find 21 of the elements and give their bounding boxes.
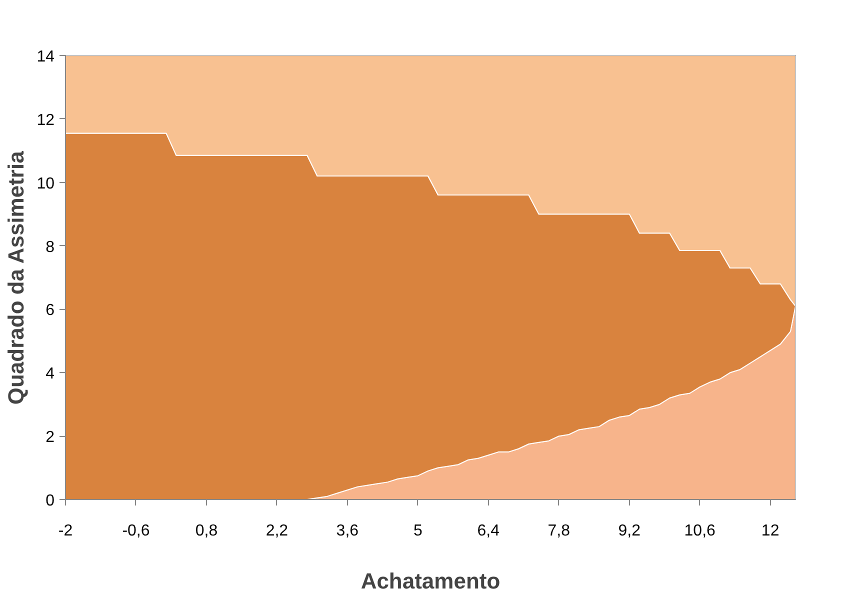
x-tick-label: -2	[58, 522, 73, 540]
y-tick-label: 2	[46, 429, 55, 446]
y-tick-label: 10	[36, 175, 55, 192]
x-axis-title: Achatamento	[360, 568, 500, 594]
x-tick-label: -0,6	[122, 522, 150, 540]
x-tick-label: 10,6	[684, 522, 716, 540]
y-tick-label: 8	[46, 238, 55, 256]
y-tick-label: 6	[46, 302, 55, 320]
x-tick-label: 2,2	[266, 522, 288, 540]
y-tick-label: 14	[36, 48, 55, 66]
y-tick-label: 0	[46, 492, 55, 510]
x-tick-label: 9,2	[618, 522, 641, 540]
y-tick-label: 12	[36, 112, 55, 129]
x-tick-label: 12	[761, 522, 780, 540]
x-tick-label: 3,6	[336, 522, 359, 540]
x-tick-label: 7,8	[548, 522, 570, 540]
x-tick-label: 0,8	[195, 522, 218, 540]
y-axis-title: Quadrado da Assimetria	[4, 150, 29, 405]
y-tick-label: 4	[46, 366, 55, 383]
x-tick-label: 6,4	[477, 522, 500, 540]
x-tick-label: 5	[413, 522, 422, 540]
